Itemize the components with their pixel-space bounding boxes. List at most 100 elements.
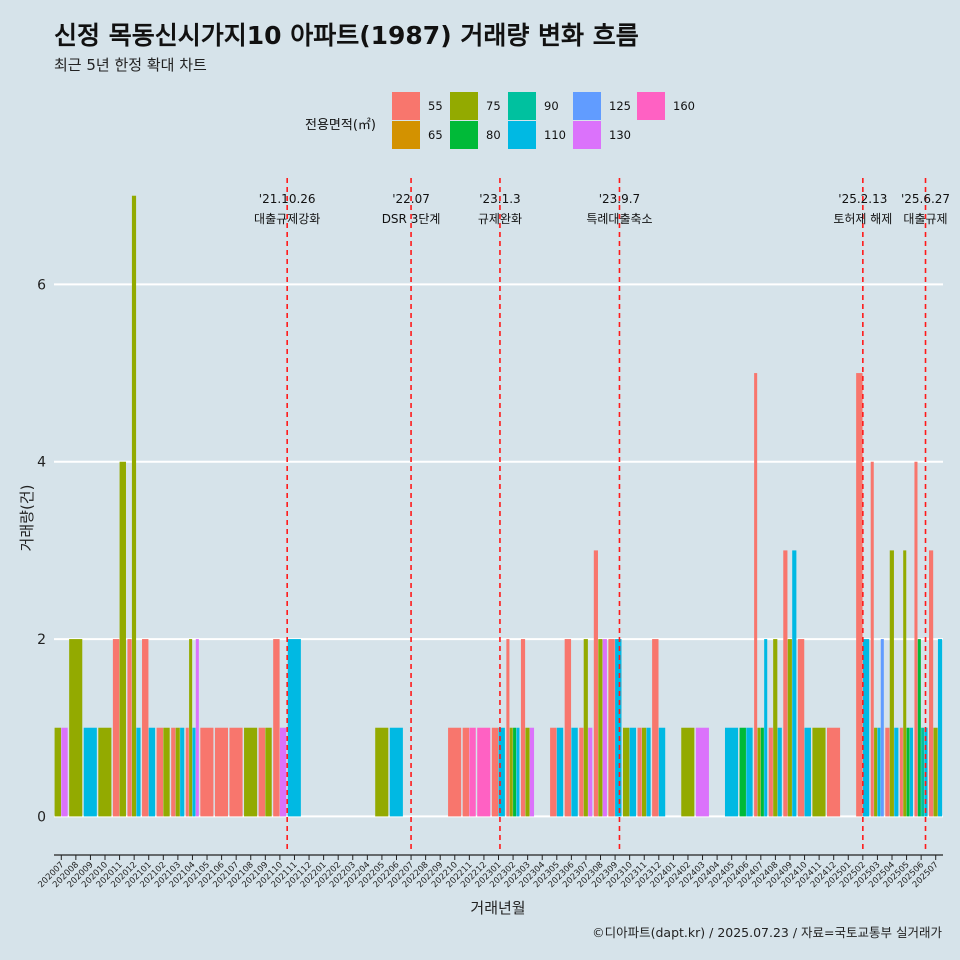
- legend-swatch: [637, 92, 665, 120]
- event-markers: '21.10.26 대출규제강화 '22.07 DSR 3단계 '23.1.3 규제완화 '…: [254, 178, 950, 851]
- legend-label: 160: [673, 99, 695, 113]
- bar-202103-110: [180, 727, 185, 817]
- event-date: '22.07: [392, 192, 430, 206]
- bar-202504-110: [894, 727, 899, 817]
- bar-202211-160: [469, 727, 476, 817]
- legend-swatch: [450, 92, 478, 120]
- legend-label: 130: [609, 128, 631, 142]
- bar-202410-55: [797, 639, 805, 817]
- bar-202308-75: [598, 639, 603, 817]
- bar-202302-75: [509, 727, 513, 817]
- bar-202308-130: [602, 639, 607, 817]
- bar-202102-55: [156, 727, 163, 817]
- bar-202301-110: [498, 727, 505, 817]
- bar-202108-75: [244, 727, 258, 817]
- bar-202110-130: [279, 727, 287, 817]
- bar-202503-125: [880, 639, 884, 817]
- y-axis-label: 거래량(건): [18, 485, 36, 552]
- bar-202507-75: [933, 727, 938, 817]
- event-label: DSR 3단계: [382, 212, 441, 226]
- bar-202302-80: [513, 727, 517, 817]
- legend-item-65: 65: [392, 121, 443, 149]
- bar-202107-55: [229, 727, 243, 817]
- bar-202505-55: [899, 727, 903, 817]
- legend-swatch: [508, 92, 536, 120]
- bar-202307-130: [588, 727, 593, 817]
- legend-item-110: 110: [508, 121, 566, 149]
- bar-202101-55: [142, 639, 149, 817]
- bar-202007-75: [54, 727, 61, 817]
- legend-swatch: [392, 92, 420, 120]
- legend-item-125: 125: [573, 92, 631, 120]
- bar-202504-75: [889, 550, 894, 817]
- bar-202503-75: [874, 727, 878, 817]
- bar-202505-75: [903, 550, 907, 817]
- bar-202104-75: [189, 639, 193, 817]
- source-caption: ©디아파트(dapt.kr) / 2025.07.23 / 자료=국토교통부 실…: [592, 925, 942, 940]
- bar-202302-110: [516, 727, 520, 817]
- bar-202305-110: [556, 727, 564, 817]
- legend-label: 55: [428, 99, 443, 113]
- legend-label: 80: [486, 128, 501, 142]
- bar-202405-110: [724, 727, 739, 817]
- bar-202012-55: [127, 639, 132, 817]
- legend-swatch: [573, 92, 601, 120]
- bar-202102-75: [163, 727, 170, 817]
- x-axis-label: 거래년월: [470, 899, 525, 917]
- event-date: '25.2.13: [838, 192, 887, 206]
- bar-202010-75: [98, 727, 112, 817]
- bar-202506-80: [917, 639, 921, 817]
- bar-202012-75: [131, 195, 137, 817]
- event-date: '23.9.7: [599, 192, 640, 206]
- bar-202009-110: [83, 727, 97, 817]
- bar-202506-55: [914, 461, 918, 817]
- bar-202109-55: [258, 727, 266, 817]
- event-label: 규제완화: [478, 212, 522, 226]
- bar-202407-55: [754, 373, 758, 817]
- bar-202210-55: [448, 727, 462, 817]
- bar-202410-110: [804, 727, 811, 817]
- bars: [54, 195, 943, 817]
- bar-202311-75: [642, 727, 647, 817]
- bar-202105-55: [200, 727, 214, 817]
- bar-202109-75: [265, 727, 272, 817]
- bar-202106-55: [214, 727, 228, 817]
- bar-202103-55: [171, 727, 176, 817]
- bar-202312-110: [658, 727, 666, 817]
- bar-202502-110: [862, 639, 870, 817]
- bar-202308-55: [593, 550, 598, 817]
- bar-202206-110: [389, 727, 403, 817]
- legend-item-75: 75: [450, 92, 501, 120]
- bar-202311-110: [646, 727, 651, 817]
- legend-swatch: [573, 121, 601, 149]
- bar-202407-80: [760, 727, 764, 817]
- legend-label: 125: [609, 99, 631, 113]
- bar-202503-110: [877, 727, 881, 817]
- bar-202104-110: [192, 727, 196, 817]
- bar-202303-130: [529, 727, 535, 817]
- bar-202411-75: [812, 727, 826, 817]
- bar-202311-55: [637, 727, 642, 817]
- bar-202307-55: [579, 727, 584, 817]
- bar-202409-110: [792, 550, 797, 817]
- bar-202104-55: [185, 727, 189, 817]
- chart-title: 신정 목동신시가지10 아파트(1987) 거래량 변화 흐름: [54, 21, 639, 50]
- bar-202504-55: [885, 727, 890, 817]
- bar-202110-55: [273, 639, 280, 817]
- legend-swatch: [450, 121, 478, 149]
- event-label: 토허제 해제: [833, 212, 892, 226]
- bar-202412-55: [826, 727, 841, 817]
- bar-202011-55: [112, 639, 120, 817]
- bar-202408-75: [773, 639, 778, 817]
- bar-202303-75: [525, 727, 530, 817]
- bar-202303-55: [520, 639, 526, 817]
- bar-202409-75: [787, 639, 792, 817]
- bar-202409-55: [783, 550, 788, 817]
- bar-202012-110: [136, 727, 141, 817]
- bar-202407-75: [757, 727, 761, 817]
- legend-label: 75: [486, 99, 501, 113]
- bar-202507-110: [937, 639, 943, 817]
- bar-202104-130: [195, 639, 199, 817]
